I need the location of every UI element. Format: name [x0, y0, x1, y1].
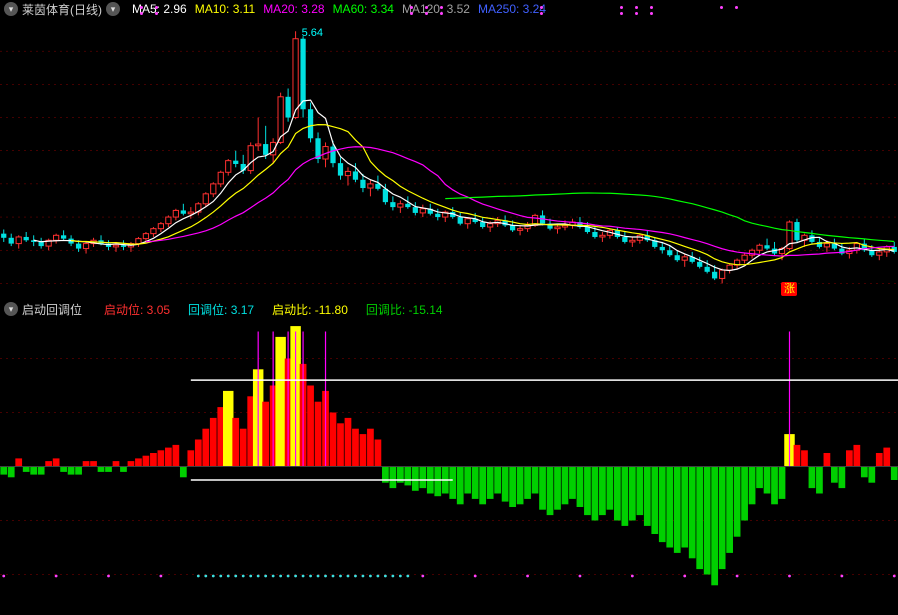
price-panel: ▾ 莱茵体育(日线) ▾ MA5: 2.96MA10: 3.11MA20: 3.…	[0, 0, 898, 300]
indicator-panel: ▾ 启动回调位 启动位: 3.05回调位: 3.17启动比: -11.80回调比…	[0, 300, 898, 615]
zhang-badge: 涨	[781, 282, 797, 296]
high-price-label: 5.64	[302, 27, 323, 39]
volume-chart[interactable]	[0, 300, 898, 615]
candlestick-chart[interactable]	[0, 0, 898, 300]
root: ▾ 莱茵体育(日线) ▾ MA5: 2.96MA10: 3.11MA20: 3.…	[0, 0, 898, 615]
